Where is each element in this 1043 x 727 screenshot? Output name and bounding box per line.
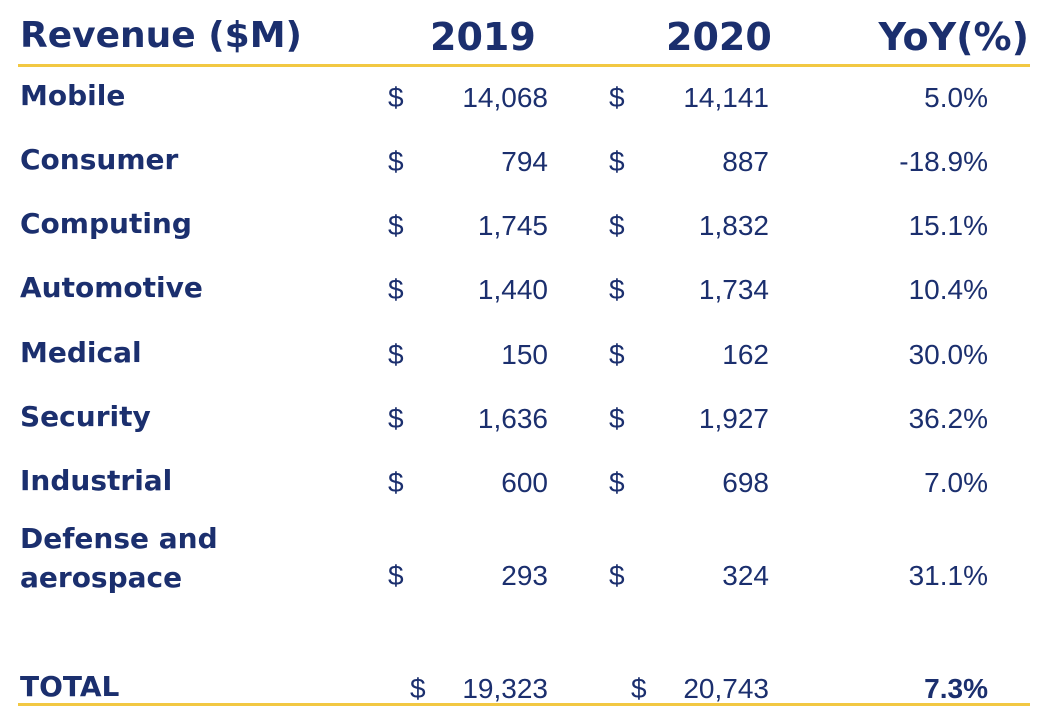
table-row: Defense and aerospace $ 293 $ 324 31.1% [0,519,1043,599]
value-yoy: 5.0% [924,82,988,113]
value-2020: 1,832 [698,210,769,241]
value-2020: 1,734 [698,274,769,305]
value-2019: 1,636 [477,403,548,434]
value-yoy: 30.0% [908,339,988,370]
table-row: Medical $ 150 $ 162 30.0% [0,337,1043,377]
currency-symbol: $ [609,339,625,370]
total-2020: 20,743 [683,673,769,704]
row-label: Medical [20,336,142,369]
table-row: Security $ 1,636 $ 1,927 36.2% [0,401,1043,441]
row-label: Security [20,400,151,433]
currency-symbol: $ [388,210,404,241]
currency-symbol: $ [388,274,404,305]
currency-symbol: $ [388,403,404,434]
header-divider [18,64,1030,67]
total-2019: 19,323 [462,673,548,704]
table-row: Automotive $ 1,440 $ 1,734 10.4% [0,272,1043,312]
row-label: Automotive [20,271,203,304]
total-row: TOTAL $ 19,323 $ 20,743 7.3% [0,671,1043,711]
value-yoy: 31.1% [908,560,988,591]
currency-symbol: $ [388,560,404,591]
currency-symbol: $ [609,403,625,434]
value-2020: 14,141 [683,82,769,113]
value-2019: 150 [501,339,548,370]
value-2019: 1,440 [477,274,548,305]
currency-symbol: $ [609,274,625,305]
value-yoy: 10.4% [908,274,988,305]
table-title: Revenue ($M) [20,15,303,56]
table-row: Industrial $ 600 $ 698 7.0% [0,465,1043,505]
column-header-2020: 2020 [666,15,772,59]
value-2020: 1,927 [698,403,769,434]
table-row: Consumer $ 794 $ 887 -18.9% [0,144,1043,184]
value-2019: 14,068 [462,82,548,113]
value-2019: 794 [501,146,548,177]
total-label: TOTAL [20,670,120,703]
value-yoy: -18.9% [899,146,988,177]
row-label: Computing [20,207,192,240]
currency-symbol: $ [410,673,426,704]
currency-symbol: $ [631,673,647,704]
row-label: Defense and aerospace [20,522,218,594]
currency-symbol: $ [609,82,625,113]
value-yoy: 7.0% [924,467,988,498]
column-header-yoy: YoY(%) [878,15,1029,59]
currency-symbol: $ [609,210,625,241]
currency-symbol: $ [388,467,404,498]
table-row: Mobile $ 14,068 $ 14,141 5.0% [0,80,1043,120]
value-2020: 162 [722,339,769,370]
currency-symbol: $ [609,146,625,177]
currency-symbol: $ [609,467,625,498]
row-label: Consumer [20,143,179,176]
value-yoy: 15.1% [908,210,988,241]
currency-symbol: $ [388,339,404,370]
value-yoy: 36.2% [908,403,988,434]
currency-symbol: $ [609,560,625,591]
value-2020: 324 [722,560,769,591]
value-2019: 293 [501,560,548,591]
value-2020: 887 [722,146,769,177]
table-row: Computing $ 1,745 $ 1,832 15.1% [0,208,1043,248]
column-header-2019: 2019 [430,15,536,59]
value-2019: 600 [501,467,548,498]
footer-divider [18,703,1030,706]
row-label: Industrial [20,464,173,497]
currency-symbol: $ [388,146,404,177]
row-label: Mobile [20,79,126,112]
value-2020: 698 [722,467,769,498]
value-2019: 1,745 [477,210,548,241]
currency-symbol: $ [388,82,404,113]
total-yoy: 7.3% [924,673,988,704]
